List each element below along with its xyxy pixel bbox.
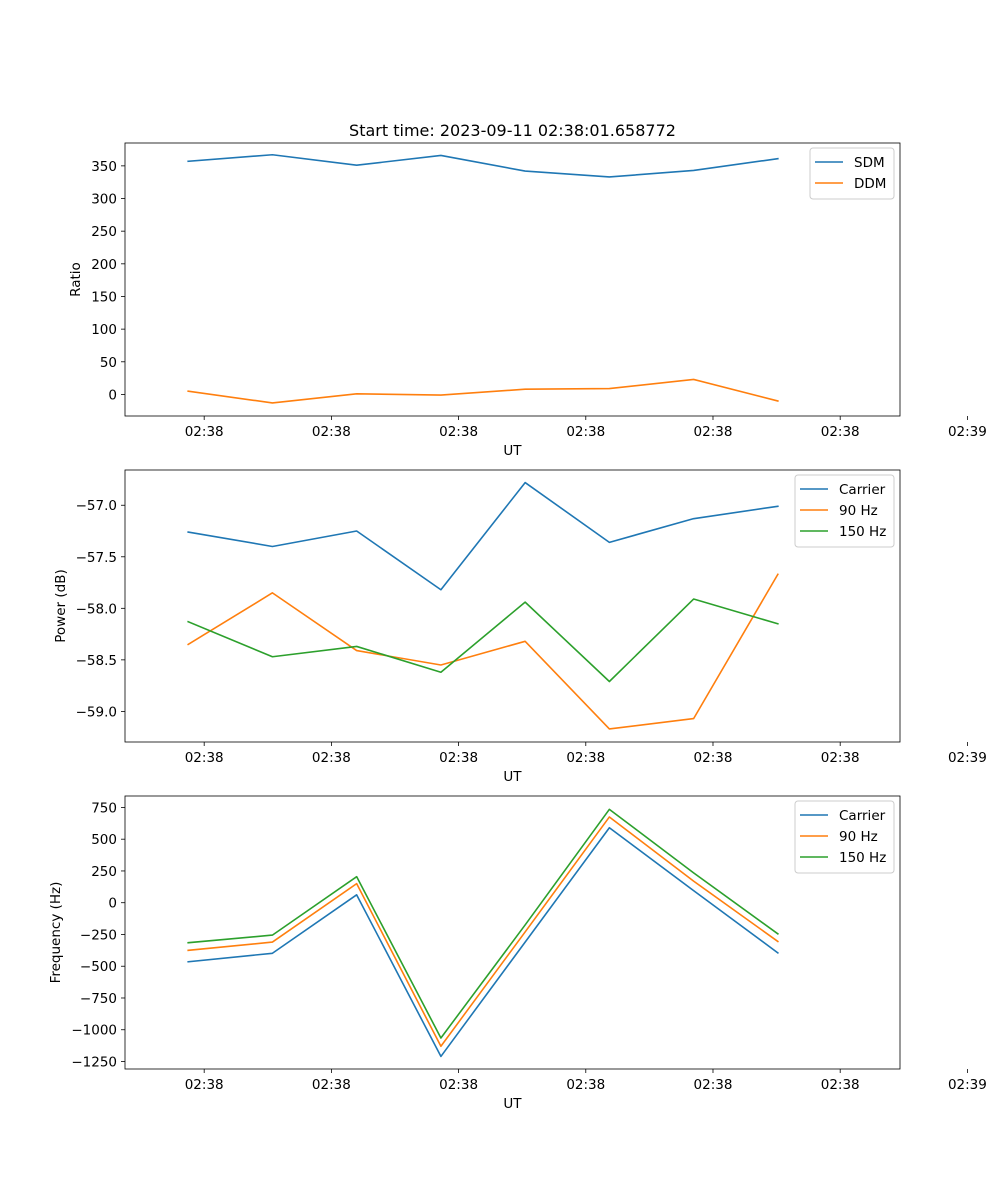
ratio-legend-label: DDM <box>854 176 886 192</box>
power-x-tick-label: 02:38 <box>694 750 733 766</box>
power-x-tick-label: 02:39 <box>948 750 987 766</box>
power-x-axis-label: UT <box>503 769 522 785</box>
ratio-y-tick-label: 150 <box>91 289 117 305</box>
frequency-series-90-hz-line <box>187 816 779 1048</box>
ratio-y-tick-label: 200 <box>91 257 117 273</box>
power-legend-label: 150 Hz <box>839 524 886 540</box>
power-x-tick-label: 02:38 <box>821 750 860 766</box>
power-y-axis-label: Power (dB) <box>53 569 69 642</box>
frequency-x-tick-label: 02:38 <box>439 1077 478 1093</box>
ratio-axes-frame <box>124 142 901 417</box>
frequency-x-tick-label: 02:38 <box>821 1077 860 1093</box>
frequency-y-tick-label: −500 <box>80 959 117 975</box>
power-legend-box <box>794 474 895 548</box>
ratio-series-ddm-line <box>187 378 779 404</box>
frequency-y-tick-label: 500 <box>91 832 117 848</box>
power-series-carrier-line <box>187 481 779 591</box>
power-x-tick-label: 02:38 <box>566 750 605 766</box>
ratio-y-axis-label: Ratio <box>68 262 84 297</box>
frequency-legend-box <box>794 800 895 874</box>
frequency-legend-label: 150 Hz <box>839 850 886 866</box>
frequency-series-150-hz-line <box>187 808 779 1039</box>
ratio-x-tick-label: 02:38 <box>821 424 860 440</box>
power-legend-label: 90 Hz <box>839 503 878 519</box>
power-legend: Carrier 90 Hz 150 Hz <box>794 474 895 548</box>
ratio-x-tick-label: 02:38 <box>439 424 478 440</box>
ratio-y-tick-label: 350 <box>91 159 117 175</box>
ratio-x-tick-label: 02:38 <box>694 424 733 440</box>
power-legend-label: Carrier <box>839 482 886 498</box>
frequency-series-carrier-line <box>187 826 779 1058</box>
ratio-x-tick-label: 02:38 <box>185 424 224 440</box>
figure-title: Start time: 2023-09-11 02:38:01.658772 <box>349 121 676 140</box>
frequency-y-tick-label: −1000 <box>71 1023 117 1039</box>
ratio-legend-label: SDM <box>854 155 885 171</box>
ratio-y-tick-label: 300 <box>91 192 117 208</box>
frequency-legend: Carrier 90 Hz 150 Hz <box>794 800 895 874</box>
frequency-y-tick-label: −250 <box>80 927 117 943</box>
frequency-x-axis-label: UT <box>503 1096 522 1112</box>
power-y-tick-label: −57.5 <box>76 550 117 566</box>
frequency-x-tick-label: 02:38 <box>185 1077 224 1093</box>
power-x-tick-label: 02:38 <box>439 750 478 766</box>
power-y-tick-label: −57.0 <box>76 498 117 514</box>
power-x-tick-label: 02:38 <box>185 750 224 766</box>
ratio-legend-box <box>809 147 895 200</box>
ratio-y-tick-label: 100 <box>91 322 117 338</box>
ratio-series-sdm-line <box>187 153 779 178</box>
frequency-y-axis-label: Frequency (Hz) <box>48 882 64 984</box>
ratio-x-axis-label: UT <box>503 443 522 459</box>
ratio-y-tick-label: 50 <box>100 355 117 371</box>
ratio-x-tick-label: 02:38 <box>566 424 605 440</box>
ratio-x-tick-label: 02:39 <box>948 424 987 440</box>
frequency-y-tick-label: −750 <box>80 991 117 1007</box>
power-axes-frame <box>124 469 901 743</box>
power-series-90-hz-line <box>187 573 779 730</box>
ratio-panel: 02:38 02:38 02:38 02:38 02:38 02:38 02:39 0 50 10… <box>68 142 987 459</box>
frequency-legend-label: 90 Hz <box>839 829 878 845</box>
power-panel: 02:38 02:38 02:38 02:38 02:38 02:38 02:39 −59.0… <box>53 469 987 785</box>
ratio-y-tick-label: 250 <box>91 224 117 240</box>
frequency-panel: 02:38 02:38 02:38 02:38 02:38 02:38 02:39 −1250… <box>48 795 987 1112</box>
ratio-y-tick-label: 0 <box>108 387 117 403</box>
frequency-legend-label: Carrier <box>839 808 886 824</box>
frequency-y-tick-label: −1250 <box>71 1055 117 1071</box>
frequency-axes-frame <box>124 795 901 1070</box>
ratio-legend: SDM DDM <box>809 147 895 200</box>
power-y-tick-label: −58.5 <box>76 653 117 669</box>
power-series-150-hz-line <box>187 598 779 683</box>
frequency-y-tick-label: 0 <box>108 896 117 912</box>
frequency-x-tick-label: 02:38 <box>312 1077 351 1093</box>
ratio-x-tick-label: 02:38 <box>312 424 351 440</box>
power-y-tick-label: −58.0 <box>76 601 117 617</box>
frequency-x-tick-label: 02:39 <box>948 1077 987 1093</box>
power-y-tick-label: −59.0 <box>76 704 117 720</box>
power-x-tick-label: 02:38 <box>312 750 351 766</box>
frequency-x-tick-label: 02:38 <box>566 1077 605 1093</box>
frequency-x-tick-label: 02:38 <box>694 1077 733 1093</box>
frequency-y-tick-label: 750 <box>91 800 117 816</box>
frequency-y-tick-label: 250 <box>91 864 117 880</box>
